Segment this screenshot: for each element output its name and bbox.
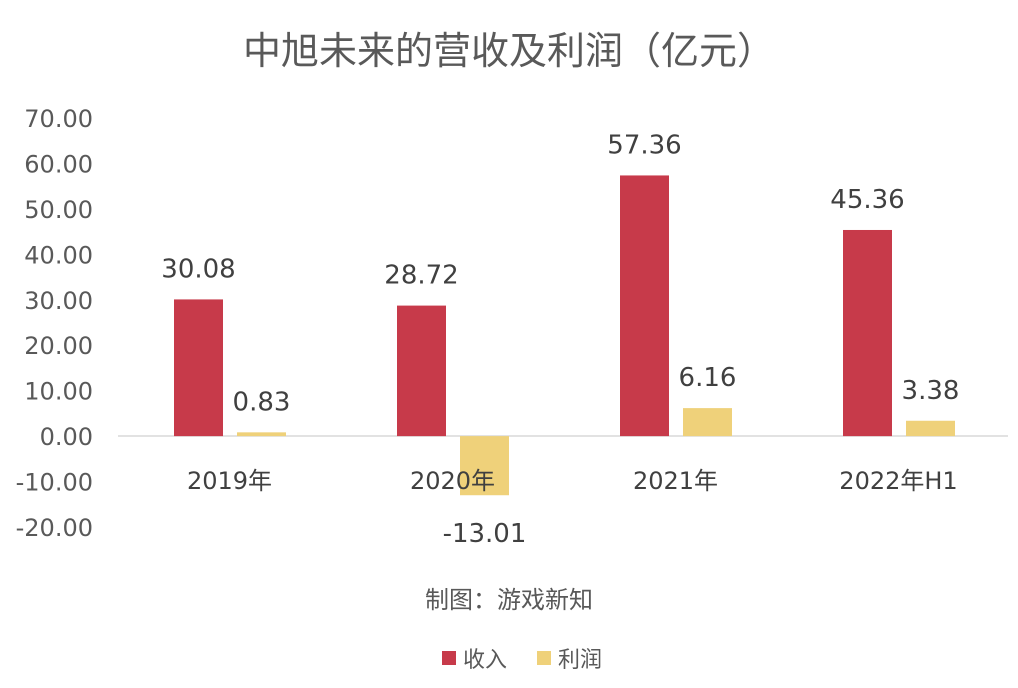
data-label: -13.01 [443, 519, 527, 549]
bar-profit [906, 420, 955, 437]
data-label: 6.16 [679, 363, 737, 393]
y-tick-label: 10.00 [24, 378, 93, 406]
y-axis: 70.00 60.00 50.00 40.00 30.00 20.00 10.00 0.00 -… [16, 105, 93, 542]
legend-label: 收入 [463, 648, 507, 673]
y-tick-label: 30.00 [24, 287, 93, 315]
data-label: 0.83 [233, 387, 291, 417]
y-tick-label: -20.00 [16, 514, 93, 542]
bars [174, 175, 955, 496]
bar-revenue [843, 229, 892, 437]
x-axis: 2019年 2020年 2021年 2022年H1 [187, 467, 958, 495]
data-label: 30.08 [161, 254, 235, 284]
y-tick-label: -10.00 [16, 469, 93, 497]
y-tick-label: 40.00 [24, 241, 93, 269]
legend-swatch [442, 651, 456, 665]
x-tick-label: 2020年 [410, 467, 495, 495]
y-tick-label: 60.00 [24, 150, 93, 178]
bar-revenue [174, 299, 223, 437]
chart-credit: 制图：游戏新知 [425, 586, 593, 614]
y-tick-label: 50.00 [24, 196, 93, 224]
bar-profit [460, 436, 509, 496]
data-label: 28.72 [384, 261, 458, 291]
data-label: 57.36 [607, 130, 681, 160]
legend-swatch [537, 651, 551, 665]
x-tick-label: 2019年 [187, 467, 272, 495]
data-label: 3.38 [902, 376, 960, 406]
bar-revenue [620, 175, 669, 437]
legend: 收入 利润 [442, 648, 602, 673]
data-label: 45.36 [830, 185, 904, 215]
y-tick-label: 0.00 [40, 423, 93, 451]
x-tick-label: 2022年H1 [839, 467, 957, 495]
x-tick-label: 2021年 [633, 467, 718, 495]
chart-title: 中旭未来的营收及利润（亿元） [243, 29, 775, 73]
bar-profit [683, 408, 732, 437]
y-tick-label: 20.00 [24, 332, 93, 360]
bar-revenue [397, 305, 446, 437]
legend-label: 利润 [558, 648, 602, 673]
data-labels: 30.08 0.83 28.72 -13.01 57.36 6.16 45.36 3.38 [161, 130, 959, 549]
bar-profit [237, 432, 286, 437]
y-tick-label: 70.00 [24, 105, 93, 133]
